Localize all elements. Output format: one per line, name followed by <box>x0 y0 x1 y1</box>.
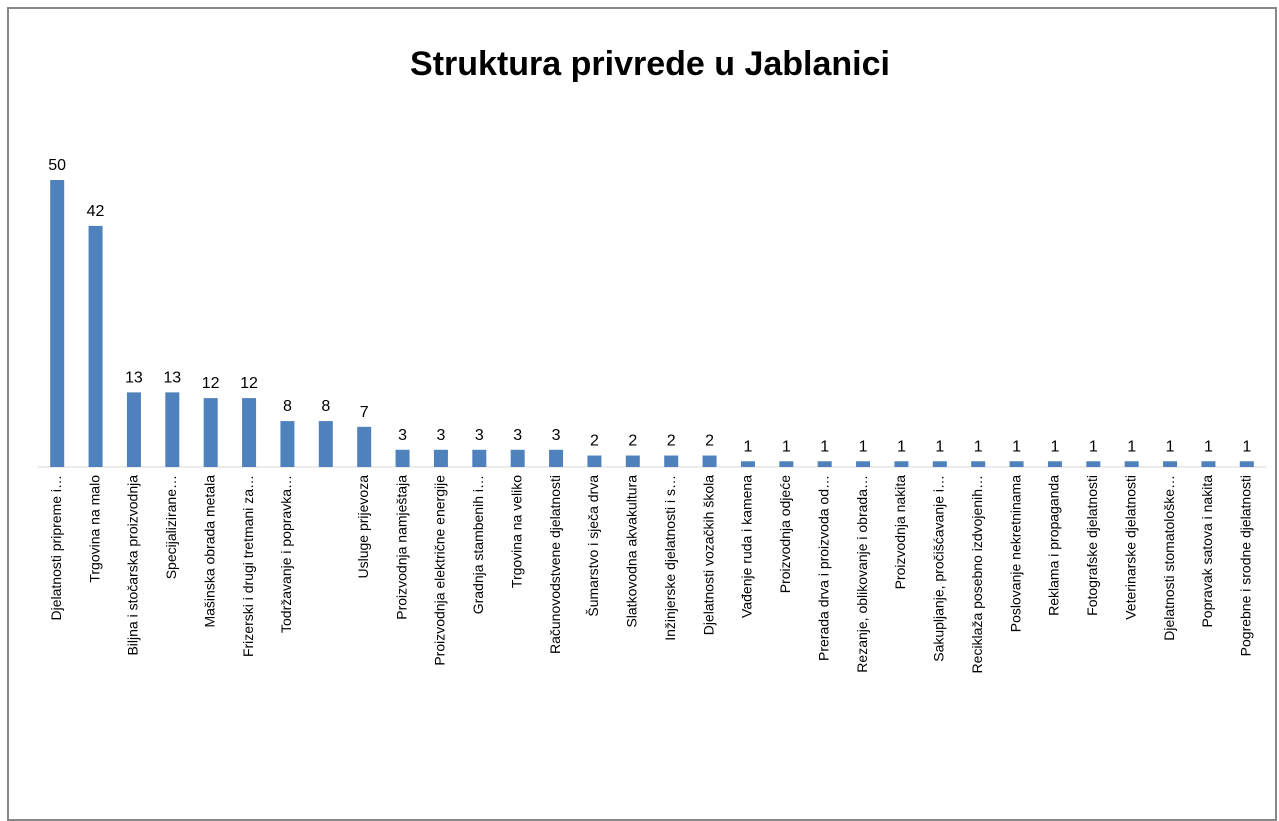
value-label: 8 <box>321 398 330 415</box>
bar <box>587 455 602 467</box>
x-tick-label: Računovodstvene djelatnosti <box>547 475 563 654</box>
x-tick-label: Rezanje, oblikovanje i obrada… <box>854 475 870 673</box>
value-label: 1 <box>935 438 944 455</box>
x-tick-label: Todržavanje i popravka… <box>278 475 294 633</box>
chart-title: Struktura privrede u Jablanici <box>410 45 890 83</box>
x-tick-label: Reklama i propaganda <box>1046 475 1062 616</box>
value-label: 1 <box>1012 438 1021 455</box>
bar <box>1163 461 1178 467</box>
value-label: 1 <box>743 438 752 455</box>
value-label: 2 <box>628 433 637 450</box>
bar <box>50 180 65 467</box>
x-tick-label: Djelatnosti vozačkih škola <box>700 475 716 636</box>
x-tick-label: Sakupljanje, pročišćavanje i… <box>931 475 947 662</box>
value-label: 1 <box>859 438 868 455</box>
bar <box>1201 461 1216 467</box>
value-label: 2 <box>667 433 676 450</box>
value-label: 13 <box>125 369 143 386</box>
bar <box>1009 461 1024 467</box>
bar <box>433 449 448 467</box>
x-tick-label: Gradnja stambenih i… <box>470 475 486 614</box>
value-label: 1 <box>820 438 829 455</box>
value-label: 7 <box>360 404 369 421</box>
value-label: 1 <box>1204 438 1213 455</box>
value-label: 3 <box>398 427 407 444</box>
bar <box>856 461 871 467</box>
x-tick-label: Proizvodnja odjeće <box>777 475 793 594</box>
bar <box>318 421 333 467</box>
x-tick-label: Trgovina na malo <box>86 475 102 583</box>
value-label: 1 <box>782 438 791 455</box>
bar <box>894 461 909 467</box>
x-tick-label: Mašinska obrada metala <box>201 475 217 628</box>
value-label: 1 <box>1089 438 1098 455</box>
bar <box>1239 461 1254 467</box>
x-tick-label: Djelatnosti pripreme i… <box>48 475 64 621</box>
x-tick-label: Šumarstvo i sječa drva <box>585 475 601 617</box>
value-label: 2 <box>705 433 714 450</box>
x-tick-label: Fotografske djelatnosti <box>1084 475 1100 616</box>
value-label: 3 <box>513 427 522 444</box>
bar <box>702 455 717 467</box>
bar <box>357 426 372 467</box>
value-label: 1 <box>897 438 906 455</box>
bar <box>126 392 141 467</box>
value-label: 12 <box>240 375 258 392</box>
value-label: 1 <box>1127 438 1136 455</box>
bar <box>1047 461 1062 467</box>
bar <box>549 449 564 467</box>
value-label: 1 <box>974 438 983 455</box>
value-label: 2 <box>590 433 599 450</box>
bar <box>510 449 525 467</box>
bar <box>932 461 947 467</box>
bar <box>817 461 832 467</box>
bar <box>88 225 103 467</box>
chart-frame <box>7 7 1277 821</box>
value-label: 3 <box>552 427 561 444</box>
value-label: 50 <box>48 157 66 174</box>
x-tick-label: Inžinjerske djelatnosti i s… <box>662 475 678 641</box>
value-label: 1 <box>1166 438 1175 455</box>
x-tick-label: Proizvodnja namještaja <box>393 475 409 620</box>
x-tick-label: Biljna i stočarska proizvodnja <box>125 475 141 656</box>
bar <box>1086 461 1101 467</box>
x-tick-label: Reciklaža posebno izdvojenih… <box>969 475 985 673</box>
x-tick-label: Usluge prijevoza <box>355 475 371 579</box>
x-tick-label: Proizvodnja električne energije <box>432 475 448 666</box>
x-tick-label: Popravak satova i nakita <box>1199 475 1215 628</box>
x-tick-label: Trgovina na veliko <box>508 475 524 588</box>
x-tick-label: Slatkovodna akvakultura <box>624 475 640 628</box>
bar <box>395 449 410 467</box>
x-tick-label: Proizvodnja nakita <box>892 475 908 590</box>
value-label: 3 <box>436 427 445 444</box>
bar <box>472 449 487 467</box>
bar <box>740 461 755 467</box>
value-label: 8 <box>283 398 292 415</box>
bar <box>242 398 257 467</box>
bar <box>625 455 640 467</box>
x-tick-label: Poslovanje nekretninama <box>1007 475 1023 632</box>
bar <box>779 461 794 467</box>
bar <box>280 421 295 467</box>
x-tick-label: Veterinarske djelatnosti <box>1122 475 1138 620</box>
x-tick-label: Vađenje ruda i kamena <box>739 475 755 618</box>
x-tick-label: Frizerski i drugi tretmani za… <box>240 475 256 657</box>
bar <box>203 398 218 467</box>
value-label: 1 <box>1050 438 1059 455</box>
bar <box>1124 461 1139 467</box>
value-label: 3 <box>475 427 484 444</box>
x-tick-label: Pogrebne i srodne djelatnosti <box>1238 475 1254 656</box>
value-label: 1 <box>1242 438 1251 455</box>
bar <box>165 392 180 467</box>
value-label: 12 <box>202 375 220 392</box>
bar <box>664 455 679 467</box>
x-tick-label: Prerada drva i proizvoda od… <box>815 475 831 661</box>
x-tick-label: Specijalizirane… <box>163 475 179 579</box>
x-tick-label: Djelatnosti stomatološke… <box>1161 475 1177 641</box>
value-label: 13 <box>163 369 181 386</box>
bar <box>971 461 986 467</box>
value-label: 42 <box>87 203 105 220</box>
